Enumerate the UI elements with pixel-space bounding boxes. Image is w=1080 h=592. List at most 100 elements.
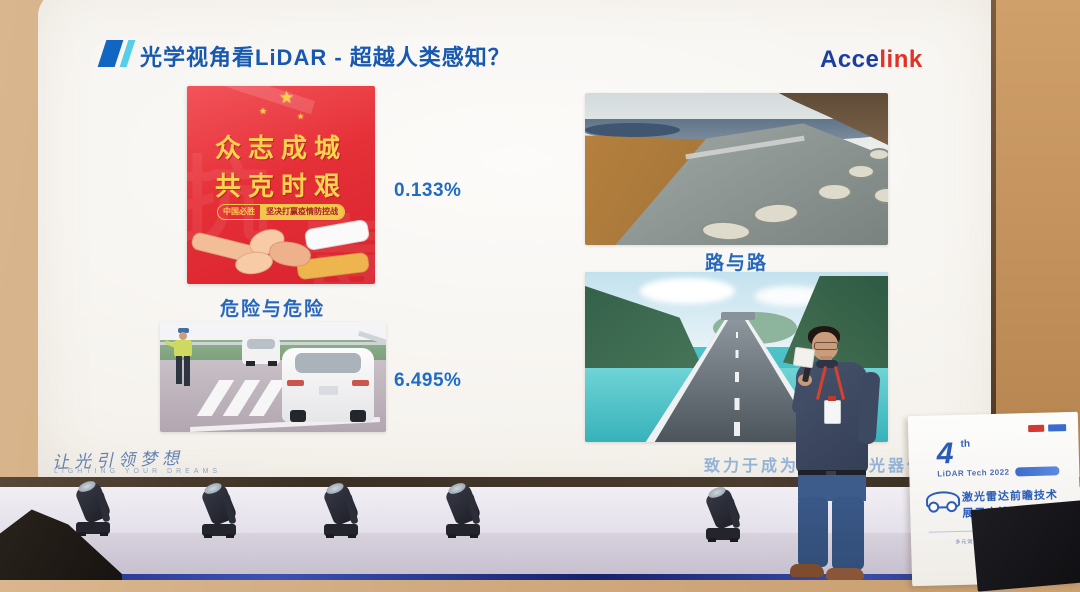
stage-light (64, 478, 122, 538)
car-taillight (352, 380, 369, 386)
car-rear-window (295, 353, 361, 373)
title-accent-icon (97, 40, 136, 67)
jeans-hip (798, 475, 866, 501)
stage-light (312, 480, 370, 540)
shoe (826, 568, 864, 580)
car-wheel-icon (946, 500, 958, 513)
watermark-english: LIGHTING YOUR DREAMS (54, 468, 221, 475)
light-foot (326, 534, 334, 538)
light-base (76, 522, 110, 534)
car-wheel (246, 361, 255, 366)
car-far (242, 336, 280, 366)
microphone-flag (792, 346, 816, 369)
standee-event-name: LiDAR Tech 2022 (937, 467, 1010, 479)
lane-dash (735, 350, 738, 358)
slide-title: 光学视角看LiDAR - 超越人类感知？ (140, 45, 511, 70)
sleeve-white (303, 218, 371, 252)
gantry-sign (721, 312, 755, 320)
police-officer (164, 328, 200, 400)
light-foot (100, 532, 108, 536)
shoe (790, 564, 824, 577)
star-icon: ★ (259, 106, 268, 116)
pothole (847, 164, 875, 179)
stage-light (190, 480, 248, 540)
standee-edition-number: 4 (936, 437, 954, 471)
presenter-face (812, 332, 838, 360)
joined-hands-illustration (189, 214, 371, 284)
pothole (868, 148, 888, 161)
light-foot (448, 534, 456, 538)
lane-dash (735, 332, 738, 338)
caption-danger: 危险与危险 (220, 299, 326, 320)
light-foot (78, 532, 86, 536)
poster-image: 抗 毒 ★ ★ ★ 众志成城 共克时艰 中国必胜 坚决打赢疫情防控战 (187, 86, 375, 284)
partner-logo-blue (1048, 424, 1067, 432)
presenter (768, 322, 910, 580)
belt-buckle (826, 471, 836, 476)
screen-bezel (991, 0, 996, 478)
logo-red-part: link (879, 46, 923, 73)
poster-badge-left: 中国必胜 (223, 207, 255, 216)
stage-light (434, 480, 492, 540)
lane-dash (734, 398, 739, 410)
police-leg (176, 356, 182, 384)
logo-blue-part: Acce (820, 46, 880, 73)
poster-headline-1: 众志成城 (214, 133, 347, 163)
car-window (247, 339, 275, 349)
police-cap (178, 328, 189, 333)
poster-headline-2: 共克时艰 (214, 171, 347, 201)
police-leg (184, 356, 190, 386)
traffic-photo (160, 322, 386, 432)
title-bar-dark (97, 40, 124, 67)
presenter-glasses (814, 342, 838, 350)
poster-badge-right: 坚决打赢疫情防控战 (260, 205, 344, 219)
standee-badge-pill (1015, 466, 1060, 477)
stage-backdrop-edge (0, 477, 1080, 487)
dark-hill (585, 123, 680, 137)
light-foot (204, 534, 212, 538)
light-base (706, 528, 740, 540)
car-taillight (287, 380, 304, 386)
light-foot (730, 538, 738, 542)
jeans-leg (832, 497, 864, 570)
caption-roads: 路与路 (704, 253, 768, 274)
footer-slogan-left: 致力于成为 (704, 458, 800, 475)
light-foot (708, 538, 716, 542)
light-base (446, 524, 480, 536)
poster-light-ray (187, 86, 316, 115)
partner-logo-red (1028, 424, 1045, 433)
stage-light (694, 484, 752, 544)
cloud (755, 286, 825, 306)
car-plate (319, 386, 338, 395)
car-wheel (290, 410, 306, 422)
pothole-road-photo (585, 93, 888, 245)
star-icon: ★ (279, 88, 295, 107)
police-vest (174, 340, 192, 357)
pothole (873, 187, 888, 204)
id-badge (824, 400, 841, 424)
pothole (817, 183, 852, 201)
badge-clip (828, 396, 836, 401)
light-foot (348, 534, 356, 538)
sky (160, 322, 386, 342)
footer-slogan-right: 激光器件 (850, 458, 927, 475)
car-near (282, 348, 374, 428)
wall-right (996, 0, 1080, 486)
car-wheel (350, 410, 366, 422)
equipment-box (970, 498, 1080, 592)
standee-edition-suffix: th (960, 438, 971, 450)
traffic-stat-value: 6.495% (394, 370, 462, 391)
presenter-arm (857, 371, 881, 445)
jeans-leg (798, 497, 828, 567)
lane-dash (734, 372, 739, 382)
stage-back-wall (0, 487, 1080, 533)
star-icon: ★ (297, 112, 305, 121)
light-base (324, 524, 358, 536)
light-foot (226, 534, 234, 538)
poster-badge: 中国必胜 坚决打赢疫情防控战 (217, 204, 345, 220)
police-head (179, 332, 187, 340)
car-wheel (268, 361, 277, 366)
presenter-collar (816, 360, 838, 368)
car-wheel-icon (928, 501, 940, 513)
